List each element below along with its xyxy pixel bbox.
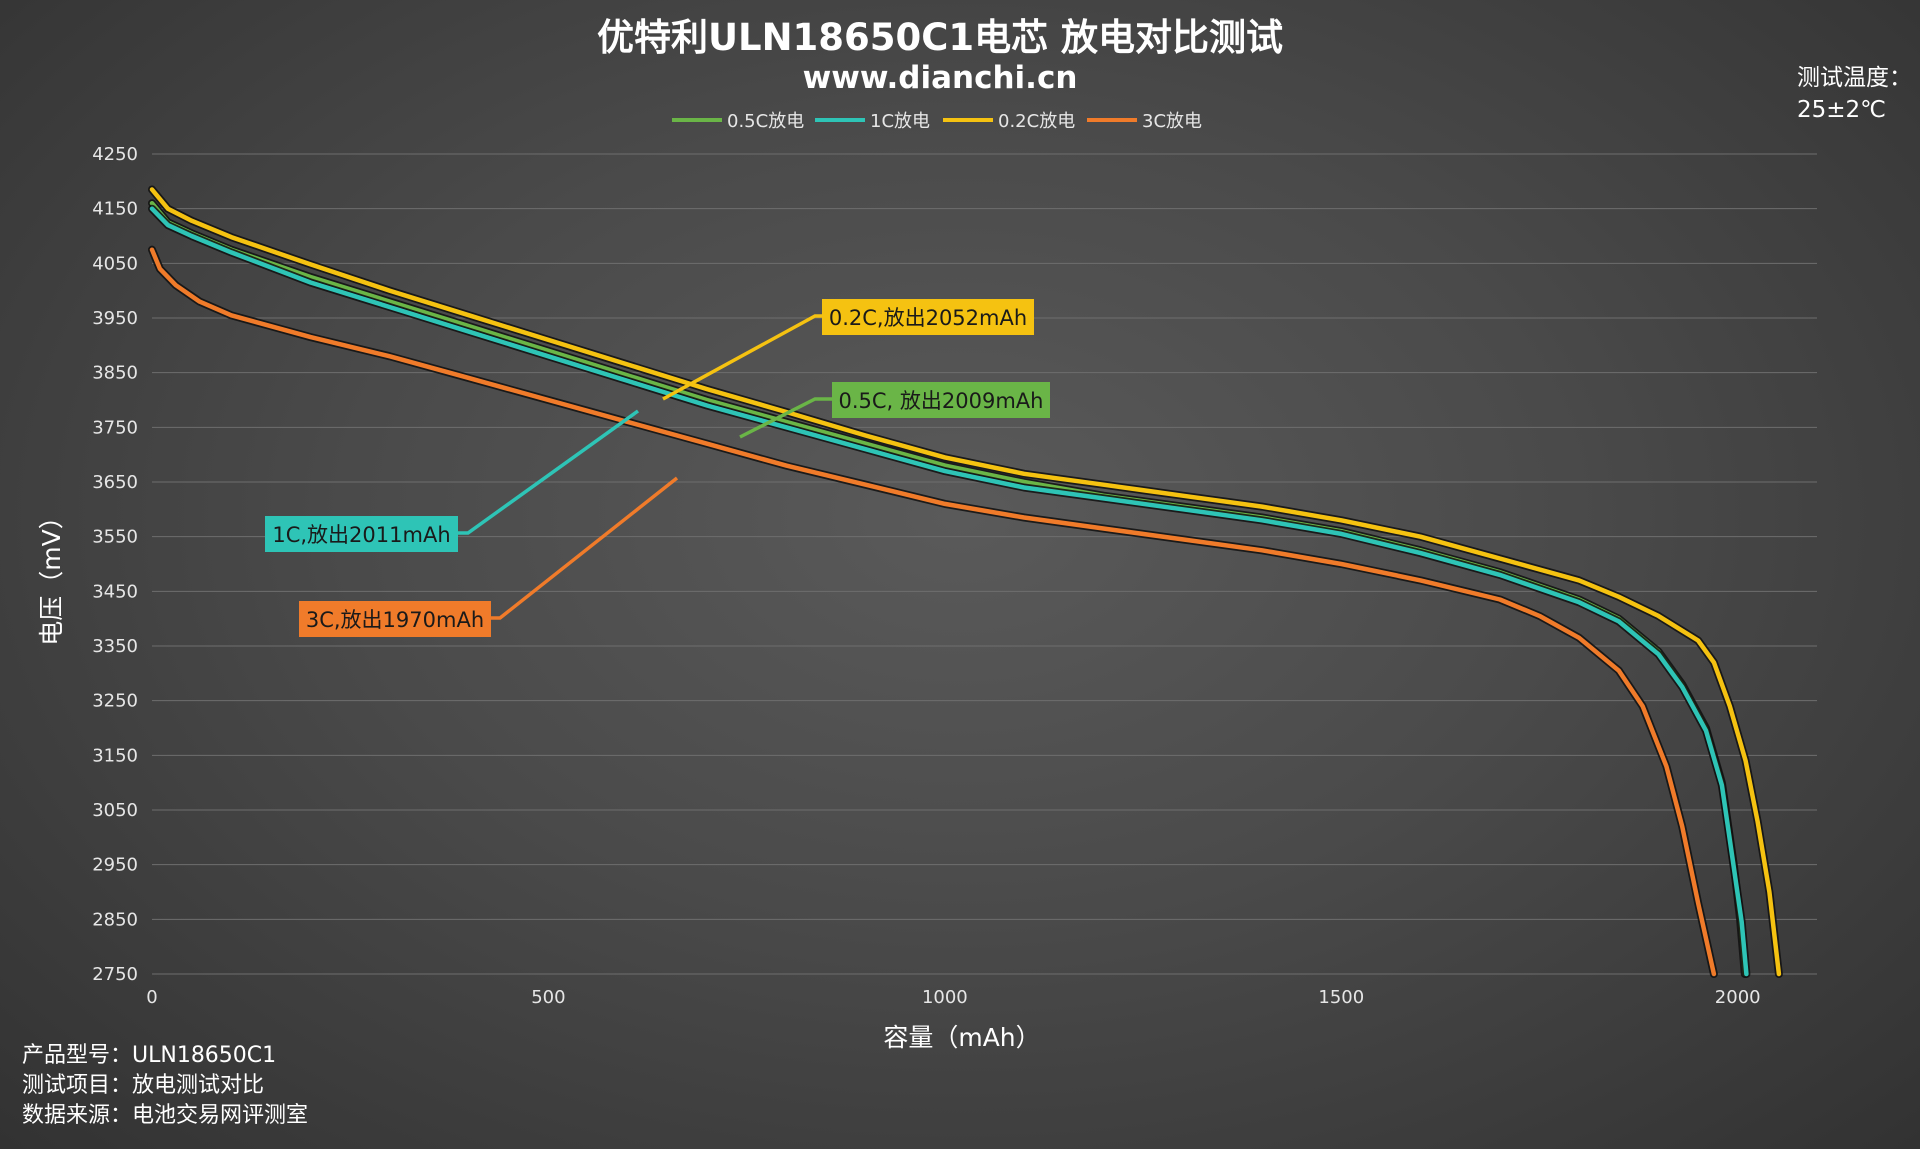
y-tick-label-4050: 4050 xyxy=(92,253,138,274)
x-axis-ticks: 0 500 1000 1500 2000 xyxy=(146,987,1760,1008)
series-line-0-2c xyxy=(149,187,1782,977)
temperature-value: 25±2℃ xyxy=(1797,97,1886,123)
legend-label-0-2c: 0.2C放电 xyxy=(998,111,1075,132)
callout-leader-3c xyxy=(491,476,679,620)
chart-title: 优特利ULN18650C1电芯 放电对比测试 xyxy=(597,16,1283,59)
legend-label-0-5c: 0.5C放电 xyxy=(727,111,804,132)
y-tick-label-3450: 3450 xyxy=(92,581,138,602)
callout-box-3c xyxy=(299,601,491,637)
callout-label-0-2c: 0.2C,放出2052mAh xyxy=(829,306,1027,330)
callout-leader-1c xyxy=(458,409,640,535)
callout-label-1c: 1C,放出2011mAh xyxy=(272,523,450,547)
y-tick-label-3650: 3650 xyxy=(92,472,138,493)
y-tick-label-3850: 3850 xyxy=(92,363,138,384)
info-product-model: 产品型号：ULN18650C1 xyxy=(22,1043,276,1068)
y-tick-label-3750: 3750 xyxy=(92,417,138,438)
x-tick-label-1500: 1500 xyxy=(1318,987,1364,1008)
y-tick-label-3050: 3050 xyxy=(92,800,138,821)
x-tick-label-500: 500 xyxy=(531,987,565,1008)
temperature-label: 测试温度： xyxy=(1797,65,1912,91)
y-tick-label-3550: 3550 xyxy=(92,527,138,548)
callout-box-1c xyxy=(265,516,458,552)
callout-label-0-5c: 0.5C, 放出2009mAh xyxy=(839,389,1044,413)
y-tick-label-3350: 3350 xyxy=(92,636,138,657)
series-line-3c xyxy=(149,247,1717,977)
callout-box-0-5c xyxy=(832,382,1050,418)
y-axis-title: 电压（mV） xyxy=(37,504,66,645)
callout-label-3c: 3C,放出1970mAh xyxy=(306,608,484,632)
series-layer xyxy=(148,185,1783,978)
series-line-1c xyxy=(149,206,1749,977)
callout-leader-0-2c xyxy=(662,314,822,401)
x-axis-title: 容量（mAh） xyxy=(883,1023,1040,1052)
y-tick-label-4150: 4150 xyxy=(92,199,138,220)
x-tick-label-0: 0 xyxy=(146,987,157,1008)
y-tick-label-2950: 2950 xyxy=(92,855,138,876)
info-data-source: 数据来源：电池交易网评测室 xyxy=(22,1103,308,1128)
legend-label-1c: 1C放电 xyxy=(870,111,930,132)
callouts: 0.2C,放出2052mAh 0.5C, 放出2009mAh 1C,放出2011mA… xyxy=(265,299,1050,637)
x-tick-label-1000: 1000 xyxy=(922,987,968,1008)
y-tick-label-2750: 2750 xyxy=(92,964,138,985)
grid xyxy=(152,153,1817,975)
y-tick-label-2850: 2850 xyxy=(92,909,138,930)
info-test-item: 测试项目：放电测试对比 xyxy=(22,1073,264,1098)
y-axis-ticks: 2750 2850 2950 3050 3150 3250 3350 3450 3550 3650… xyxy=(92,144,138,985)
chart-subtitle: www.dianchi.cn xyxy=(803,60,1078,96)
x-tick-label-2000: 2000 xyxy=(1715,987,1761,1008)
y-tick-label-3150: 3150 xyxy=(92,745,138,766)
y-tick-label-3250: 3250 xyxy=(92,691,138,712)
y-tick-label-3950: 3950 xyxy=(92,308,138,329)
callout-leader-0-5c xyxy=(739,397,832,439)
legend: 0.5C放电 1C放电 0.2C放电 3C放电 xyxy=(672,111,1202,132)
y-tick-label-4250: 4250 xyxy=(92,144,138,165)
callout-box-0-2c xyxy=(822,299,1034,335)
legend-label-3c: 3C放电 xyxy=(1142,111,1202,132)
